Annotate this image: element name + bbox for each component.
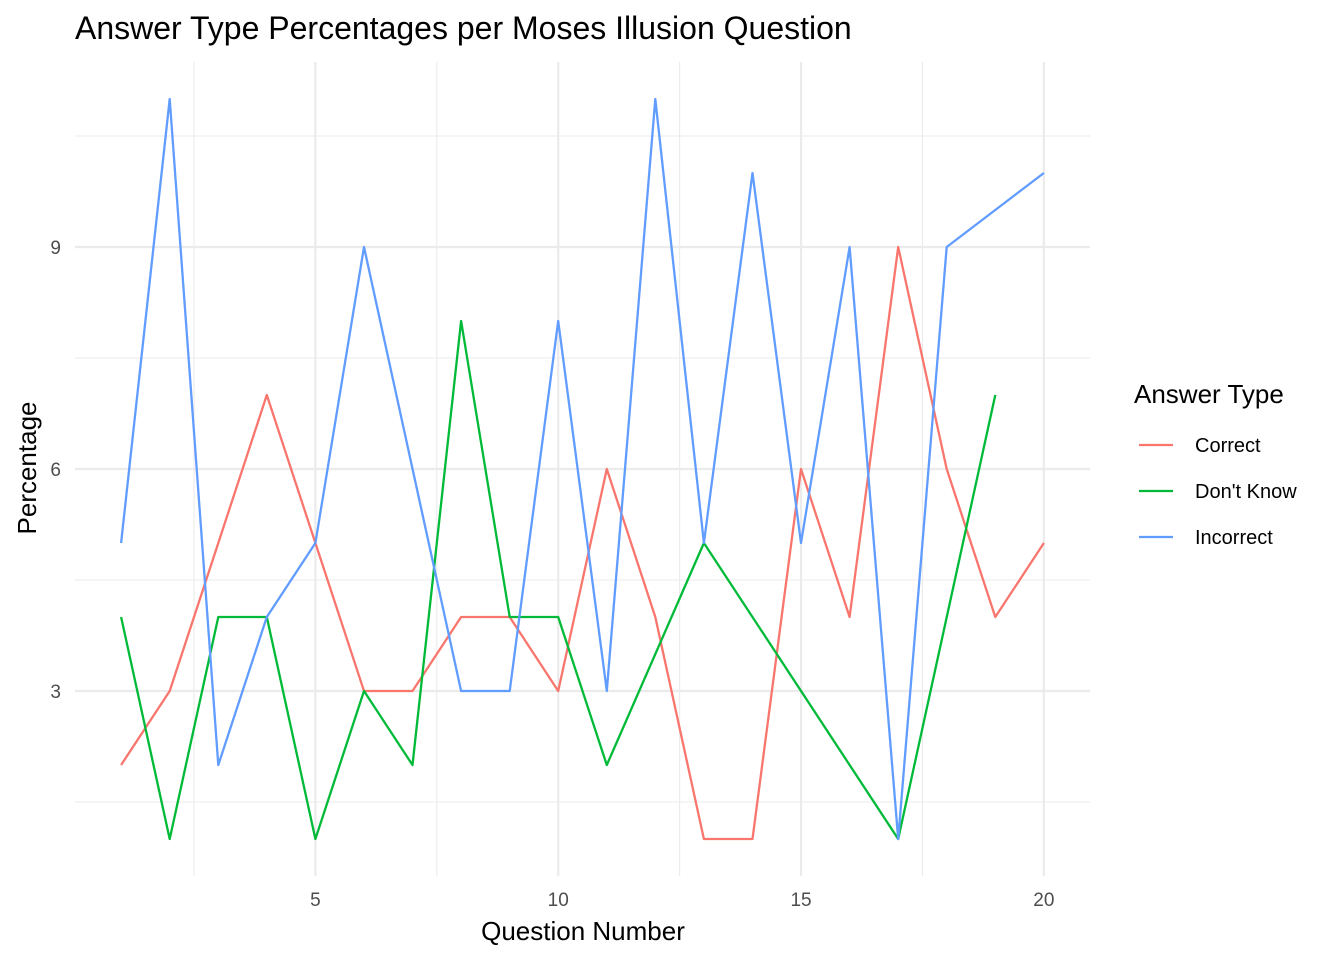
legend-label-incorrect: Incorrect	[1195, 527, 1273, 549]
y-tick-label: 3	[50, 682, 61, 703]
series-line-correct	[120, 245, 1045, 841]
legend: Answer Type Correct Don't Know Incorrect	[1134, 379, 1297, 549]
chart-title: Answer Type Percentages per Moses Illusi…	[75, 10, 852, 46]
legend-title: Answer Type	[1134, 379, 1284, 409]
legend-label-correct: Correct	[1195, 435, 1261, 457]
x-axis-title: Question Number	[481, 916, 685, 946]
legend-label-don-t-know: Don't Know	[1195, 481, 1297, 503]
series-lines	[119, 97, 1045, 841]
x-axis-tick-labels: 5 10 15 20	[310, 890, 1054, 911]
x-tick-label: 15	[790, 890, 811, 911]
y-axis-title: Percentage	[12, 402, 42, 535]
series-line-don-t-know	[119, 319, 997, 841]
series-line-incorrect	[119, 97, 1045, 841]
y-tick-label: 9	[50, 238, 61, 259]
y-tick-label: 6	[50, 460, 61, 481]
x-tick-label: 5	[310, 890, 321, 911]
x-tick-label: 20	[1033, 890, 1054, 911]
x-tick-label: 10	[548, 890, 569, 911]
y-axis-tick-labels: 3 6 9	[50, 238, 61, 703]
